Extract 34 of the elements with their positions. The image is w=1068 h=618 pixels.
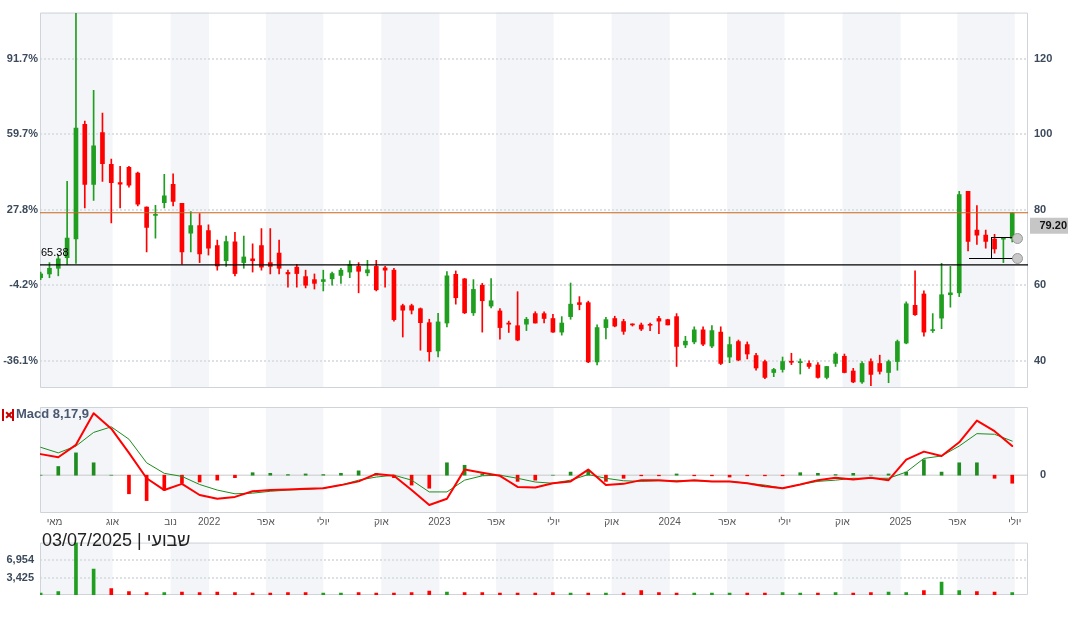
y-tick-label: 6,954 — [6, 553, 35, 566]
x-tick-label: 2022 — [197, 515, 221, 527]
x-tick-label: אוק — [373, 515, 390, 527]
x-tick-label: 2023 — [428, 515, 451, 527]
y2-tick-label: -36.1% — [3, 353, 39, 366]
x-tick-label: אוק — [604, 515, 620, 527]
x-tick-label: נוב — [164, 515, 177, 527]
y-tick-label: 120 — [1034, 51, 1053, 64]
chart-title: שבועי | 03/07/2025 — [42, 530, 191, 551]
y-tick-label: 100 — [1034, 127, 1053, 140]
x-tick-label: יולי — [547, 515, 561, 527]
x-tick-label: אפר — [718, 515, 737, 527]
y-tick-label: 80 — [1034, 202, 1047, 215]
x-tick-label: יולי — [1008, 515, 1022, 527]
y2-tick-label: 59.7% — [6, 127, 39, 140]
y-tick-label: 60 — [1034, 278, 1047, 291]
x-tick-label: אוג — [106, 515, 120, 527]
x-tick-label: מאי — [46, 515, 63, 527]
ref-line-label: 79.20 — [1039, 218, 1067, 231]
y2-tick-label: 91.7% — [6, 51, 39, 64]
y2-tick-label: 27.8% — [6, 202, 39, 215]
x-tick-label: 2025 — [889, 515, 913, 527]
text: 0 — [1040, 468, 1047, 481]
x-tick-label: אוק — [835, 515, 851, 527]
chart-title: Macd 8,17,9 — [16, 406, 89, 421]
x-tick-label: אפר — [948, 515, 967, 527]
y-tick-label: 3,425 — [6, 570, 34, 583]
x-tick-label: יולי — [316, 515, 330, 527]
x-tick-label: אפר — [257, 515, 276, 527]
x-tick-label: 2024 — [658, 515, 682, 527]
x-tick-label: אפר — [487, 515, 506, 527]
y-tick-label: 40 — [1034, 353, 1047, 366]
x-tick-label: יולי — [777, 515, 792, 527]
y2-tick-label: -4.2% — [9, 278, 39, 291]
